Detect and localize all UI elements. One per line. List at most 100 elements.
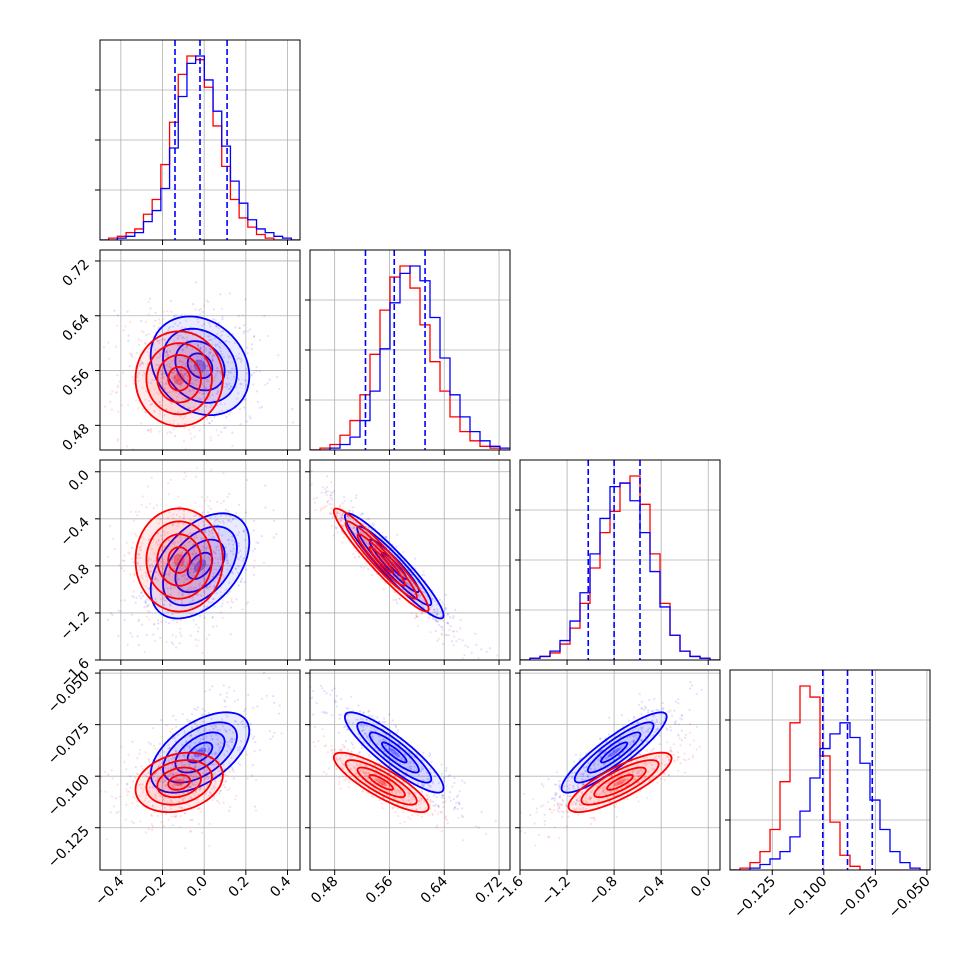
scatter-point [455,801,458,804]
scatter-point [194,568,197,571]
scatter-point [459,627,462,630]
scatter-point [634,778,637,781]
scatter-point [455,630,458,633]
scatter-point [246,346,249,349]
scatter-point [379,762,382,766]
scatter-point [240,359,243,362]
scatter-point [437,805,440,808]
scatter-point [374,776,377,780]
scatter-point [407,816,410,819]
scatter-point [391,748,394,751]
scatter-point [640,707,643,710]
scatter-point [632,739,635,743]
scatter-point [154,779,157,783]
scatter-point [186,720,189,723]
scatter-point [656,728,659,731]
scatter-point [257,541,260,544]
scatter-point [347,786,350,789]
scatter-point [164,620,168,624]
scatter-point [338,748,341,751]
scatter-point [167,774,170,777]
scatter-point [160,547,163,550]
scatter-point [164,766,167,770]
scatter-point [221,616,224,619]
scatter-point [165,573,168,576]
scatter-point [439,610,443,613]
scatter-point [411,795,415,798]
scatter-point [297,745,299,747]
scatter-point [439,810,442,814]
scatter-point [160,565,163,568]
scatter-point [433,775,436,778]
scatter-point [189,589,192,592]
scatter-point [163,414,166,417]
scatter-point [688,687,692,690]
scatter-point [139,556,142,559]
scatter-point [696,725,699,729]
scatter-point [153,578,156,581]
scatter-point [240,577,243,580]
scatter-point [212,727,216,730]
scatter-point [394,725,398,729]
scatter-point [143,600,147,603]
scatter-point [370,726,373,729]
scatter-point [166,352,169,355]
scatter-point [212,763,215,766]
scatter-point [385,536,388,539]
scatter-point [384,744,387,747]
scatter-point [165,582,168,585]
scatter-point [230,535,233,538]
scatter-point [361,729,364,732]
scatter-point [113,547,116,551]
scatter-point [227,519,230,522]
scatter-point [245,568,248,571]
scatter-point [169,757,173,761]
scatter-point [194,722,197,725]
scatter-point [251,737,254,740]
scatter-point [598,799,601,802]
scatter-point [367,737,370,740]
scatter-point [667,710,670,713]
scatter-point [362,789,365,792]
scatter-point [359,717,362,721]
scatter-point [228,371,231,374]
scatter-point [352,746,355,750]
scatter-point [219,371,222,374]
scatter-point [203,709,207,712]
scatter-point [577,786,580,789]
scatter-point [175,777,178,780]
scatter-point [584,752,588,755]
scatter-point [237,584,240,587]
scatter-point [235,355,238,358]
contour-red [156,533,202,587]
scatter-point [183,730,186,733]
scatter-point [328,503,331,506]
scatter-point [156,814,159,817]
scatter-point [235,386,238,389]
scatter-point [689,681,692,684]
scatter-point [141,577,144,580]
scatter-point [600,792,604,795]
scatter-point [420,611,424,614]
scatter-point [169,478,172,481]
scatter-point [192,792,195,795]
scatter-point [213,753,216,756]
scatter-point [358,764,361,767]
scatter-point [434,629,437,633]
scatter-point [184,565,187,568]
scatter-point [147,603,150,607]
scatter-point [351,722,355,725]
scatter-point [153,552,156,555]
scatter-point [148,399,151,402]
scatter-point [186,374,189,377]
scatter-point [250,347,253,350]
scatter-point [207,587,210,590]
scatter-point [137,618,141,622]
scatter-point [212,318,215,321]
scatter-point [191,348,194,351]
scatter-point [321,728,324,731]
scatter-point [657,708,660,712]
density-core-red [375,778,388,787]
scatter-point [368,739,371,742]
scatter-point [237,503,241,506]
